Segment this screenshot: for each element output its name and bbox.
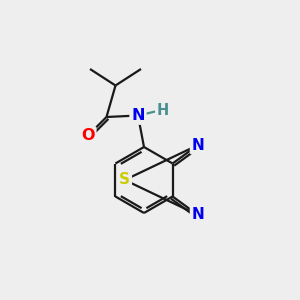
Text: O: O bbox=[81, 128, 95, 143]
Text: N: N bbox=[192, 207, 204, 222]
Text: N: N bbox=[131, 108, 145, 123]
Text: H: H bbox=[157, 103, 169, 118]
Text: N: N bbox=[192, 138, 204, 153]
Text: S: S bbox=[119, 172, 130, 188]
